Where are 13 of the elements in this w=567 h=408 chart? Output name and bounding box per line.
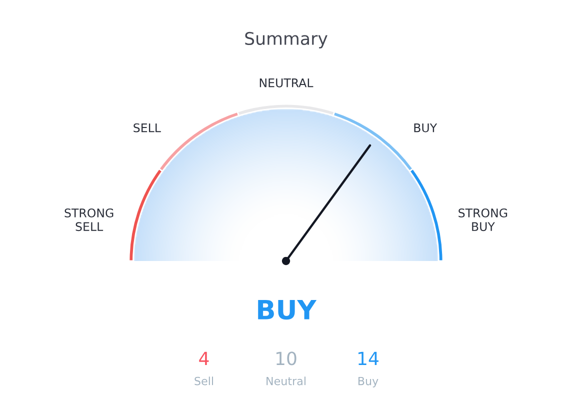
data-label: 10 — [276, 352, 296, 366]
data-label: 14 — [358, 352, 378, 365]
slice-label: STRONG BUY — [458, 208, 508, 232]
text: BUY — [258, 300, 317, 320]
chart-title: Summary — [245, 32, 328, 48]
slice-label: NEUTRAL — [260, 78, 314, 88]
slice-label: BUY — [414, 123, 438, 132]
data-label: 4 — [199, 352, 209, 365]
slice-label: STRONG SELL — [64, 208, 114, 232]
category-label: Neutral — [266, 376, 306, 386]
category-label: Buy — [358, 376, 378, 388]
slice-label: SELL — [134, 123, 161, 132]
category-label: Sell — [194, 376, 213, 386]
